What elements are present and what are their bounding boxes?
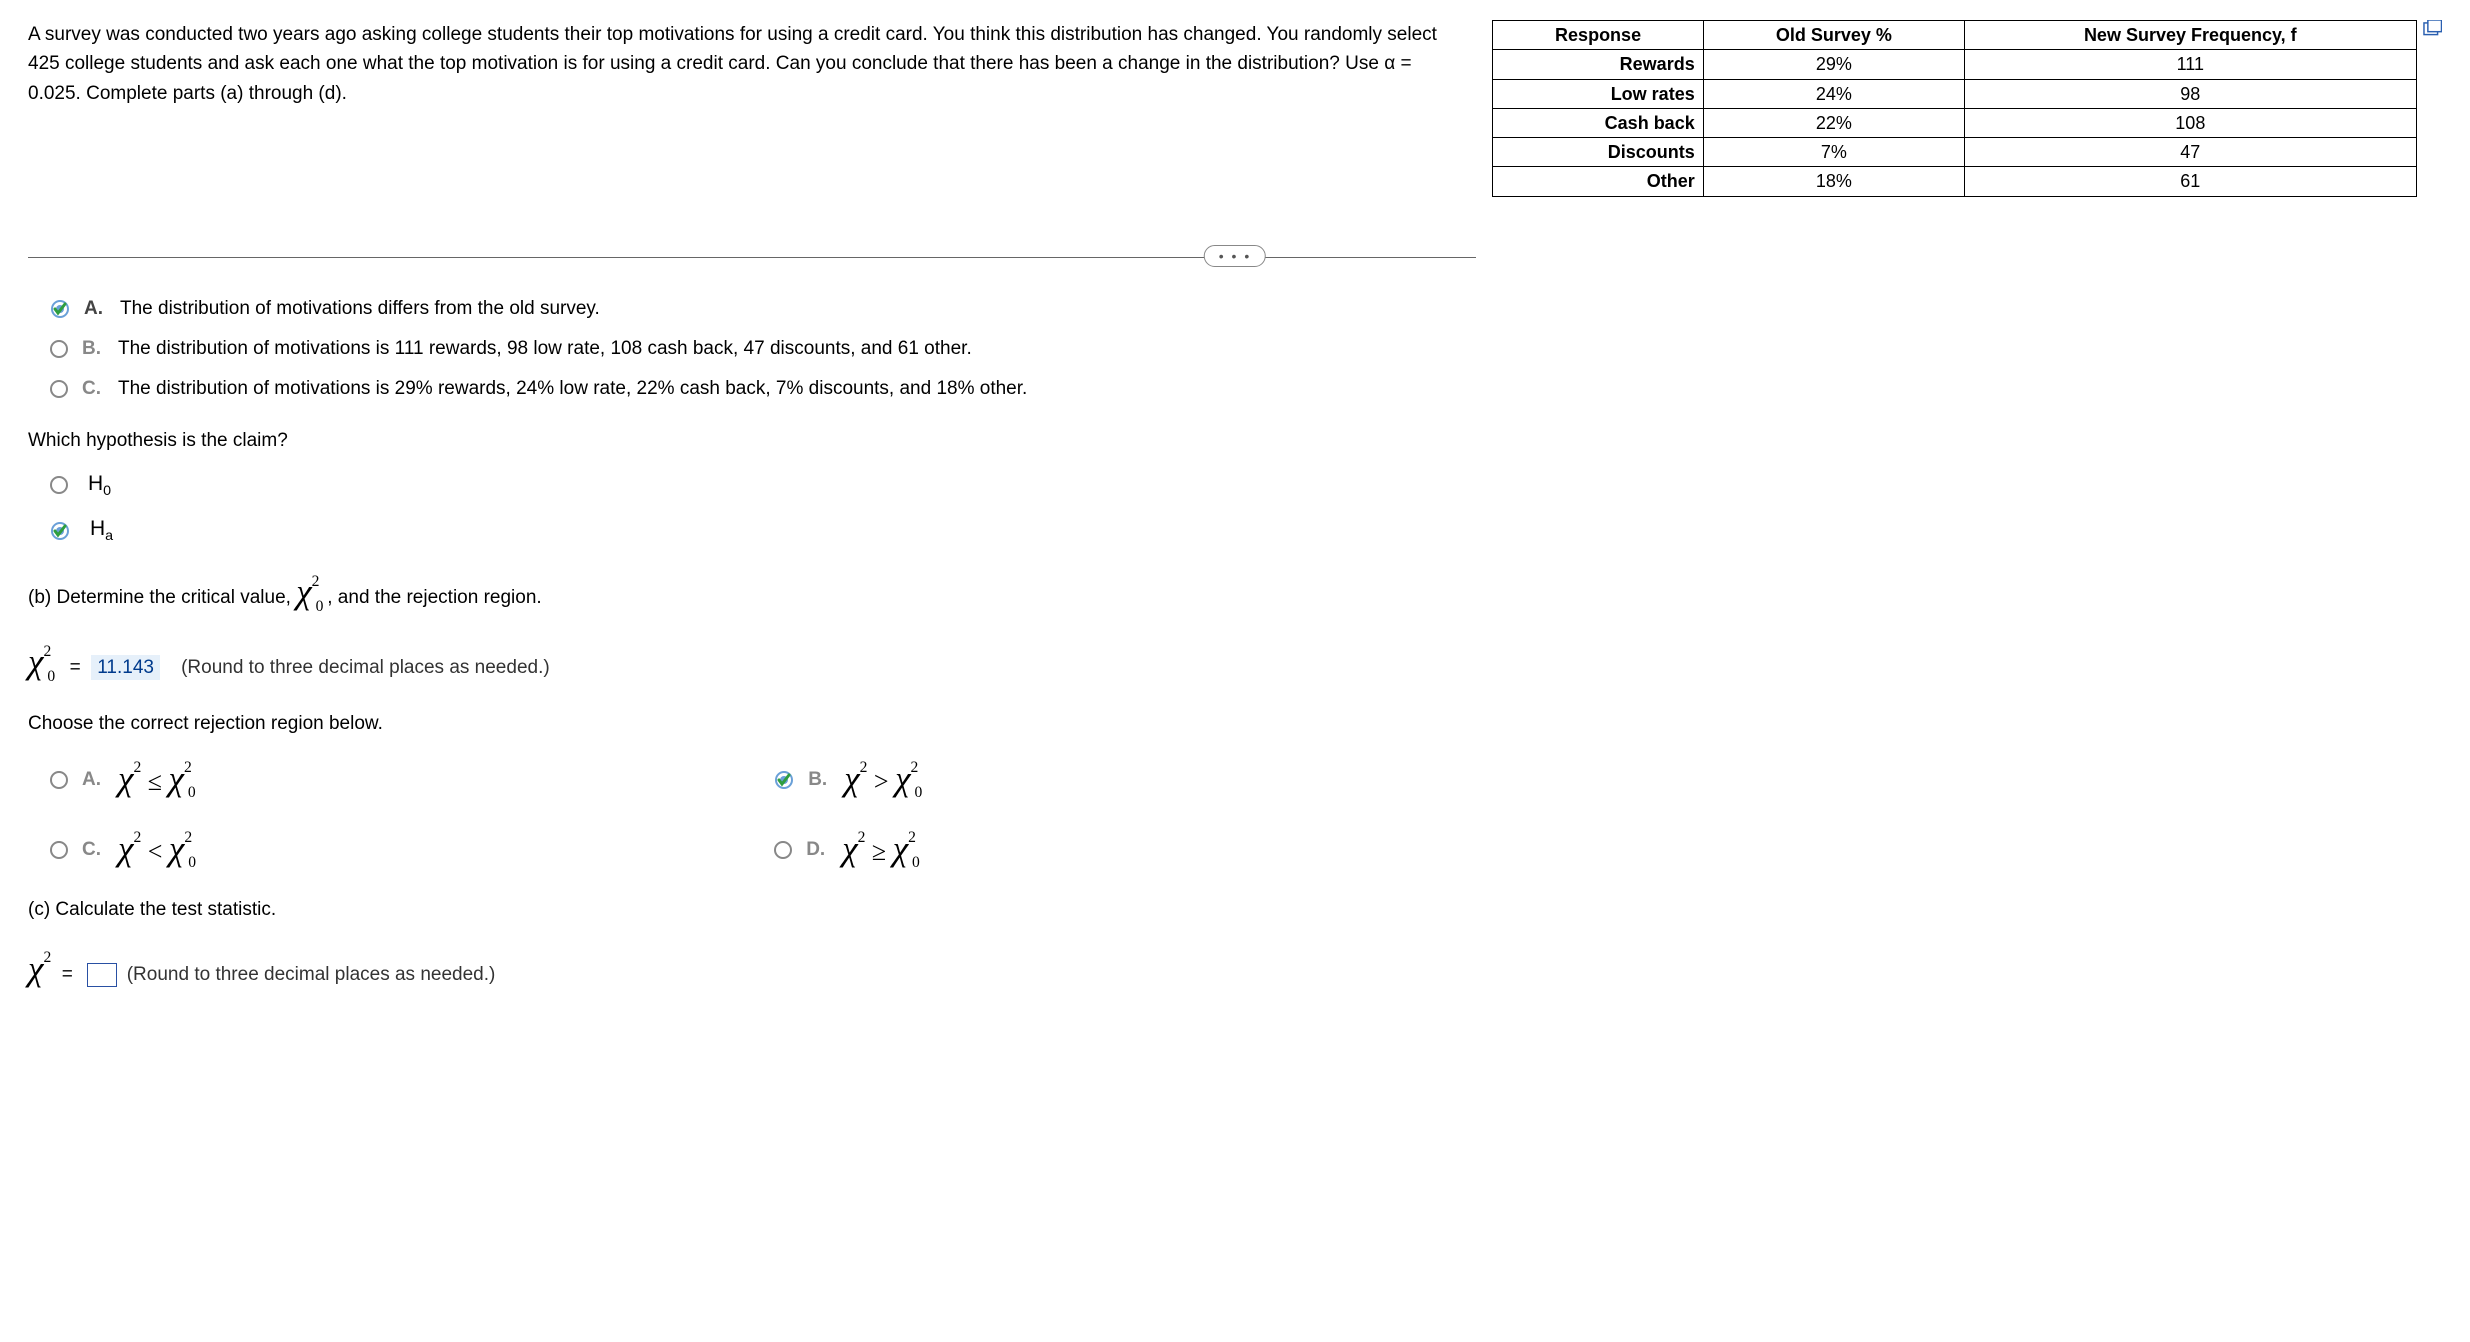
rejection-d-row[interactable]: D. χ2 ≥ χ20 [774,829,1476,871]
radio-empty-icon [50,476,68,494]
option-letter: B. [82,338,104,360]
question-header-row: A survey was conducted two years ago ask… [28,20,2442,197]
radio-selected-icon [774,770,794,790]
ha-row[interactable]: Ha [50,517,2442,544]
option-letter: D. [806,839,828,861]
option-letter: A. [82,769,104,791]
section-divider: • • • [28,257,2442,258]
radio-empty-icon [50,380,68,398]
rejection-a-row[interactable]: A. χ2 ≤ χ20 [50,759,752,801]
rejection-b-row[interactable]: B. χ2 > χ20 [774,759,1476,801]
radio-selected-icon [50,299,70,319]
option-letter: C. [82,839,104,861]
expand-ellipsis[interactable]: • • • [1204,245,1266,267]
test-statistic-hint: (Round to three decimal places as needed… [127,964,496,985]
critical-value-line: χ20 = 11.143 (Round to three decimal pla… [28,642,2442,684]
option-c-row[interactable]: C. The distribution of motivations is 29… [50,378,2442,400]
option-letter: A. [84,298,106,320]
table-row: Rewards29%111 [1493,50,2416,79]
table-row: Low rates24%98 [1493,79,2416,108]
test-statistic-line: χ2 = (Round to three decimal places as n… [28,949,2442,989]
popout-icon[interactable] [2423,20,2442,38]
question-text: A survey was conducted two years ago ask… [28,20,1452,108]
test-statistic-input[interactable] [87,963,117,987]
col-new: New Survey Frequency, f [1965,21,2416,50]
critical-value-answer[interactable]: 11.143 [91,655,160,680]
rejection-options-grid: A. χ2 ≤ χ20 B. χ2 > χ20 C. χ2 < χ20 D. χ… [28,759,1476,871]
table-row: Other18%61 [1493,167,2416,196]
option-a-text: The distribution of motivations differs … [120,298,600,320]
rejection-prompt: Choose the correct rejection region belo… [28,713,2442,735]
h0-label: H0 [88,472,111,499]
critical-value-hint: (Round to three decimal places as needed… [181,657,550,678]
col-response: Response [1493,21,1703,50]
radio-empty-icon [50,771,68,789]
rejection-c-formula: χ2 < χ20 [118,829,200,871]
claim-question: Which hypothesis is the claim? [28,430,2442,452]
option-b-text: The distribution of motivations is 111 r… [118,338,972,360]
option-a-row[interactable]: A. The distribution of motivations diffe… [50,298,2442,320]
h0-row[interactable]: H0 [50,472,2442,499]
ha-label: Ha [90,517,113,544]
data-table: Response Old Survey % New Survey Frequen… [1492,20,2416,197]
part-b-label: (b) Determine the critical value, χ20, a… [28,572,2442,614]
rejection-c-row[interactable]: C. χ2 < χ20 [50,829,752,871]
col-old: Old Survey % [1703,21,1964,50]
option-letter: C. [82,378,104,400]
data-table-wrap: Response Old Survey % New Survey Frequen… [1492,20,2442,197]
option-c-text: The distribution of motivations is 29% r… [118,378,1027,400]
radio-selected-icon [50,521,70,541]
table-row: Discounts7%47 [1493,138,2416,167]
radio-empty-icon [50,340,68,358]
radio-empty-icon [774,841,792,859]
rejection-a-formula: χ2 ≤ χ20 [118,759,200,801]
part-c-label: (c) Calculate the test statistic. [28,899,2442,921]
rejection-d-formula: χ2 ≥ χ20 [842,829,924,871]
rejection-b-formula: χ2 > χ20 [844,759,926,801]
option-letter: B. [808,769,830,791]
table-row: Cash back22%108 [1493,108,2416,137]
option-b-row[interactable]: B. The distribution of motivations is 11… [50,338,2442,360]
radio-empty-icon [50,841,68,859]
